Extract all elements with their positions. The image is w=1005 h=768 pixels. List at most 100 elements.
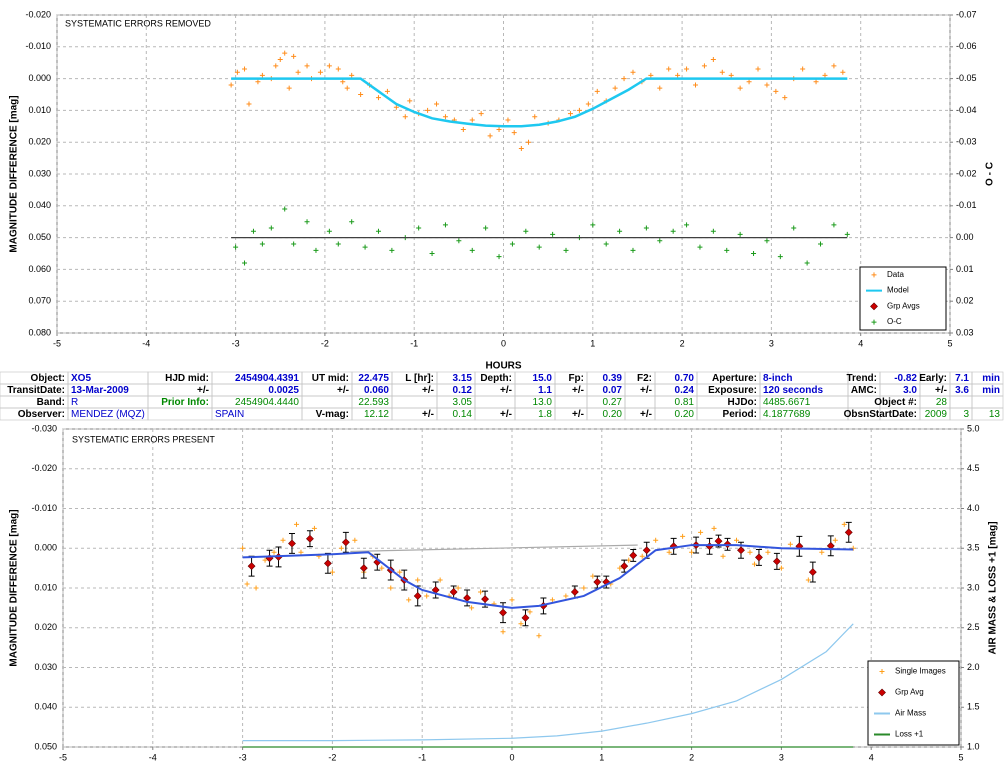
y-tick-label: 0.010 [28,105,51,115]
legend: Data Model Grp Avgs O-C [859,266,947,331]
table-label: Early: [919,373,947,384]
table-label: +/- [422,385,434,396]
annotation: SYSTEMATIC ERRORS REMOVED [65,18,211,28]
data-point [246,101,252,107]
data-point [764,238,770,244]
y-tick-label: -0.020 [25,9,51,19]
data-point [804,260,810,266]
y-tick-label: 0.040 [28,200,51,210]
data-point [844,231,850,237]
data-point [603,241,609,247]
data-point [841,521,847,527]
data-point [234,69,240,75]
y-tick-label: -0.010 [25,41,51,51]
x-tick-label: -5 [53,338,61,348]
legend-label: Grp Avg [895,688,924,697]
data-point [244,581,250,587]
table-label: +/- [500,409,512,420]
legend-swatch [871,319,877,325]
y-tick-label: -0.020 [31,463,57,473]
y2-tick-label: 2.0 [967,662,980,672]
y2-tick-label: 3.0 [967,582,980,592]
data-point [253,585,259,591]
data-point [737,231,743,237]
data-point [280,537,286,543]
y-axis-label: MAGNITUDE DIFFERENCE [mag] [9,95,20,252]
data-point [511,130,517,136]
data-point [509,241,515,247]
data-point [340,79,346,85]
data-point [617,565,623,571]
y-tick-label: 0.000 [34,543,57,553]
data-point [375,95,381,101]
table-value: 12.12 [364,409,389,420]
table-value: 4485.6671 [763,397,811,408]
table-value: min [982,373,1000,384]
data-point [778,565,784,571]
data-point [612,85,618,91]
table-value: 0.12 [453,385,473,396]
data-point [590,222,596,228]
table-label: L [hr]: [405,373,434,384]
data-point [437,577,443,583]
y2-tick-label: 0.01 [956,264,974,274]
chart: -5 -4 -3 -2 -1 0 1 2 3 4 5 -0.030 -0.020 -0.010 0.000 0… [9,423,999,762]
data-point [751,251,757,256]
y2-tick-label: 4.0 [967,503,980,513]
table-label: UT mid: [312,373,349,384]
y2-tick-label: 0.03 [956,327,974,337]
table-label: Object: [31,373,65,384]
table-value: SPAIN [215,409,244,420]
table-value: 28 [936,397,948,408]
data-table: Object: XO5 HJD mid: 2454904.4391 UT mid: 22.… [0,371,1004,421]
data-point [832,537,838,543]
x-tick-label: 2 [689,752,694,762]
legend-label: Loss +1 [895,730,924,739]
data-point [675,72,681,78]
data-point [460,126,466,132]
annotation: SYSTEMATIC ERRORS PRESENT [72,434,215,444]
data-point [536,244,542,250]
data-point [282,50,288,56]
data-point [805,577,811,583]
y2-axis-label: AIR MASS & LOSS +1 [mag] [988,521,999,654]
data-point [751,561,757,567]
x-tick-label: 4 [869,752,874,762]
data-point [442,114,448,120]
table-value: 13 [989,409,1001,420]
data-point [819,549,825,555]
table-label: Prior Info: [161,397,209,408]
y-tick-label: 0.050 [28,232,51,242]
data-point [518,621,524,627]
data-point [850,545,856,551]
table-label: Band: [37,397,65,408]
x-tick-label: -3 [239,752,247,762]
table-label: HJDo: [728,397,757,408]
data-point [594,88,600,94]
data-point [313,247,319,253]
data-point [247,562,256,571]
data-point [746,79,752,85]
x-tick-label: -5 [59,752,67,762]
data-point [291,53,297,59]
y-tick-label: 0.060 [28,264,51,274]
table-value: 120 seconds [763,385,823,396]
table-value: 0.20 [603,409,623,420]
table-label: Aperture: [712,373,757,384]
table-label: AMC: [851,385,877,396]
data-point [698,529,704,535]
table-value: R [71,397,78,408]
data-point [397,569,403,575]
data-point [335,66,341,72]
data-point [349,72,355,78]
table-value: 0.27 [603,397,623,408]
table-label: F2: [637,373,652,384]
data-point [388,585,394,591]
table-cell [971,407,1004,421]
data-point [509,597,515,603]
data-point [570,588,579,596]
table-label: +/- [572,385,584,396]
table-value: 8-inch [763,373,792,384]
legend-label: Air Mass [895,709,926,718]
table-value: 2009 [925,409,948,420]
